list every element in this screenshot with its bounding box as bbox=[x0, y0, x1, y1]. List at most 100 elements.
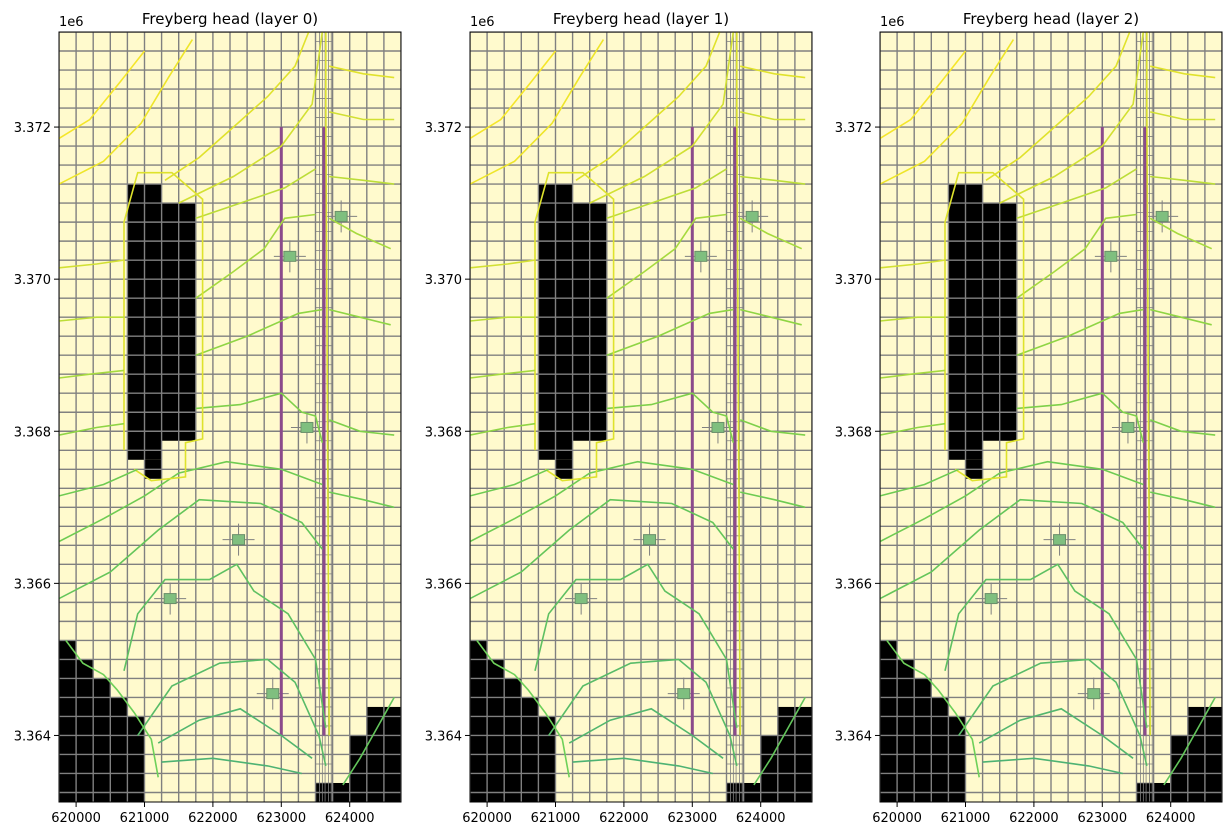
inactive-cell bbox=[914, 678, 932, 802]
well-marker bbox=[565, 582, 598, 615]
head-contour bbox=[886, 639, 980, 778]
head-contour bbox=[59, 498, 323, 600]
head-contour bbox=[59, 50, 146, 140]
head-contour bbox=[123, 563, 327, 729]
plot-area bbox=[470, 32, 812, 802]
head-contour bbox=[572, 757, 713, 775]
well-cell bbox=[1155, 210, 1169, 222]
x-tick-label: 622000 bbox=[599, 811, 649, 826]
y-tick-label: 3.370 bbox=[425, 273, 462, 288]
head-contour bbox=[328, 217, 392, 250]
head-contour bbox=[329, 491, 395, 509]
head-contour bbox=[740, 65, 806, 79]
inactive-cell bbox=[931, 697, 949, 802]
head-contour bbox=[606, 213, 727, 299]
x-tick-label: 624000 bbox=[1146, 811, 1196, 826]
head-contour bbox=[982, 757, 1123, 775]
inactive-cell bbox=[93, 678, 111, 802]
head-contour bbox=[880, 50, 967, 140]
axes-frame bbox=[469, 31, 813, 803]
head-contour bbox=[985, 32, 1131, 181]
head-contour bbox=[476, 639, 570, 778]
well-cell bbox=[984, 593, 998, 605]
well-marker bbox=[325, 200, 358, 233]
x-tick-label: 623000 bbox=[1077, 811, 1127, 826]
head-contour bbox=[195, 308, 323, 356]
head-contour bbox=[575, 32, 721, 181]
head-contour bbox=[195, 213, 316, 299]
head-contour bbox=[157, 707, 313, 759]
inactive-cell bbox=[470, 640, 488, 802]
head-contour bbox=[880, 468, 960, 497]
head-contour bbox=[1150, 65, 1216, 79]
head-contour bbox=[740, 111, 806, 121]
head-contour bbox=[178, 32, 324, 204]
head-contour bbox=[59, 259, 125, 269]
head-contour bbox=[534, 563, 738, 729]
head-contour bbox=[568, 707, 724, 759]
head-contour bbox=[329, 65, 395, 79]
head-contour bbox=[740, 308, 802, 326]
head-contour bbox=[137, 658, 327, 767]
head-contour bbox=[1150, 111, 1216, 121]
x-tick-label: 622000 bbox=[188, 811, 238, 826]
well-marker bbox=[701, 411, 734, 444]
head-contour bbox=[325, 32, 330, 736]
model-grid bbox=[880, 32, 1222, 802]
head-contour bbox=[329, 308, 391, 326]
inactive-cell bbox=[948, 716, 966, 802]
well-marker bbox=[684, 240, 717, 273]
plot-area bbox=[59, 32, 401, 802]
well-cell bbox=[1087, 688, 1101, 700]
well-cell bbox=[1121, 421, 1135, 433]
head-contour bbox=[1146, 32, 1151, 736]
head-contour bbox=[589, 32, 735, 204]
well-cell bbox=[283, 250, 297, 262]
inactive-cell bbox=[504, 678, 522, 802]
head-contour bbox=[880, 316, 945, 322]
y-tick-label: 3.372 bbox=[835, 121, 872, 136]
y-tick-label: 3.364 bbox=[835, 729, 872, 744]
well-cell bbox=[334, 210, 348, 222]
head-contour bbox=[470, 422, 536, 436]
x-tick-label: 620000 bbox=[462, 811, 512, 826]
panel-title: Freyberg head (layer 2) bbox=[963, 10, 1139, 28]
well-marker bbox=[633, 523, 666, 556]
well-marker bbox=[1094, 240, 1127, 273]
head-contour bbox=[880, 460, 1144, 543]
head-contour bbox=[606, 392, 735, 443]
head-contour bbox=[470, 369, 536, 379]
inactive-cell bbox=[760, 735, 778, 802]
head-contour bbox=[123, 171, 204, 482]
well-marker bbox=[154, 582, 187, 615]
head-contour bbox=[606, 168, 727, 220]
head-contour bbox=[739, 217, 803, 250]
well-cell bbox=[643, 534, 657, 546]
head-contour bbox=[753, 697, 806, 786]
head-contour bbox=[342, 697, 395, 786]
y-tick-label: 3.368 bbox=[835, 425, 872, 440]
y-tick-label: 3.368 bbox=[14, 425, 51, 440]
head-contour bbox=[195, 392, 324, 443]
y-tick-label: 3.370 bbox=[14, 273, 51, 288]
head-contour bbox=[59, 39, 194, 185]
y-offset-label: 1e6 bbox=[470, 15, 495, 30]
axes-frame bbox=[879, 31, 1223, 803]
head-contour bbox=[944, 563, 1148, 729]
y-tick-label: 3.372 bbox=[425, 121, 462, 136]
head-contour bbox=[470, 468, 550, 497]
panel-title: Freyberg head (layer 0) bbox=[142, 10, 318, 28]
head-contour bbox=[470, 39, 605, 185]
head-contour bbox=[470, 50, 557, 140]
x-tick-label: 621000 bbox=[941, 811, 991, 826]
head-contour bbox=[59, 422, 125, 436]
x-tick-label: 622000 bbox=[1009, 811, 1059, 826]
x-tick-label: 623000 bbox=[667, 811, 717, 826]
well-marker bbox=[1146, 200, 1179, 233]
x-tick-label: 623000 bbox=[256, 811, 306, 826]
head-contour bbox=[470, 316, 535, 322]
inactive-cell bbox=[521, 697, 539, 802]
inactive-cell bbox=[349, 735, 367, 802]
head-contour bbox=[606, 308, 734, 356]
